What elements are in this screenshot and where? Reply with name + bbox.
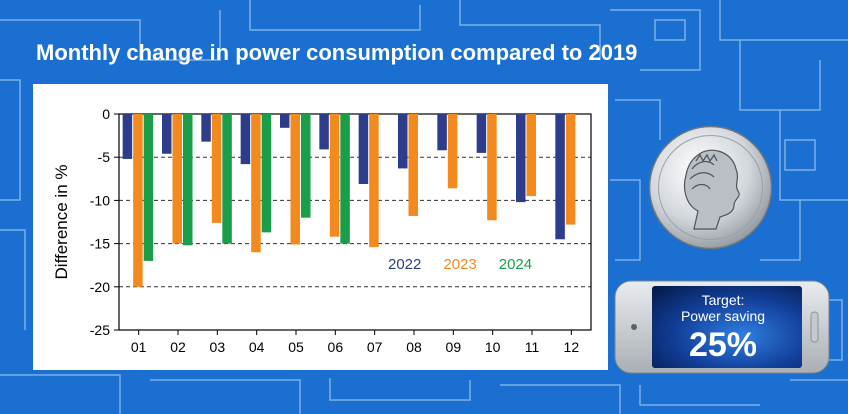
chart-legend: 2022 2023 2024 — [388, 256, 532, 273]
plot-frame — [118, 113, 592, 331]
bar-2022-10 — [476, 114, 487, 153]
target-value: 25% — [688, 326, 758, 364]
bar-2023-11 — [526, 114, 536, 197]
target-description: Power saving — [680, 308, 766, 324]
x-tick-label: 07 — [367, 339, 383, 355]
bar-2022-04 — [240, 114, 251, 165]
x-tick-label: 10 — [485, 339, 501, 355]
x-tick-label: 03 — [210, 339, 226, 355]
bar-2023-02 — [172, 114, 182, 244]
y-tick-label: -20 — [90, 279, 110, 295]
bar-2022-03 — [201, 114, 211, 142]
bar-2022-06 — [319, 114, 329, 150]
bar-2022-05 — [280, 114, 290, 128]
bar-2023-05 — [290, 114, 300, 245]
bar-2023-10 — [487, 114, 497, 221]
y-axis-label: Difference in % — [52, 165, 71, 280]
x-tick-label: 08 — [406, 339, 422, 355]
bar-2024-04 — [261, 114, 272, 233]
bar-2024-06 — [340, 114, 350, 244]
x-tick-label: 06 — [328, 339, 344, 355]
target-label: Target: — [701, 292, 745, 308]
bar-2023-06 — [329, 114, 340, 237]
chart-panel: 0 -5 -10 -15 -20 -25 Difference in % 01 02 03 04 05… — [33, 84, 608, 370]
y-tick-label: -15 — [90, 236, 110, 252]
bar-2023-12 — [565, 114, 576, 225]
y-tick-label: -5 — [98, 149, 111, 165]
bar-2024-01 — [143, 114, 154, 261]
legend-item-2022: 2022 — [388, 256, 422, 273]
bar-2024-05 — [301, 114, 311, 218]
y-tick-label: 0 — [102, 106, 110, 122]
page-title: Monthly change in power consumption comp… — [36, 40, 638, 65]
x-tick-label: 04 — [249, 339, 265, 355]
legend-item-2023: 2023 — [443, 256, 477, 273]
bar-2023-04 — [251, 114, 261, 253]
legend-item-2024: 2024 — [498, 256, 533, 273]
x-tick-label: 02 — [170, 339, 186, 355]
bar-2022-02 — [162, 114, 172, 154]
bar-2023-08 — [408, 114, 418, 216]
bar-2023-01 — [133, 114, 143, 287]
x-tick-label: 09 — [446, 339, 462, 355]
minerva-medal-icon — [648, 125, 773, 250]
bar-2024-03 — [222, 114, 232, 244]
bar-2022-09 — [437, 114, 447, 151]
target-badge: Target: Power saving 25% — [657, 292, 789, 364]
smartphone-icon — [614, 280, 830, 374]
y-tick-label: -25 — [90, 322, 110, 338]
bar-2022-01 — [122, 114, 133, 159]
bar-2024-02 — [183, 114, 193, 246]
x-tick-label: 11 — [525, 339, 540, 355]
x-tick-label: 05 — [288, 339, 304, 355]
bar-2022-08 — [398, 114, 408, 169]
bar-2022-07 — [358, 114, 369, 184]
bar-2023-09 — [447, 114, 458, 189]
bar-2022-12 — [555, 114, 565, 240]
x-tick-label: 01 — [131, 339, 147, 355]
x-tick-label: 12 — [564, 339, 580, 355]
y-tick-label: -10 — [90, 192, 110, 208]
bar-chart: 0 -5 -10 -15 -20 -25 Difference in % 01 02 03 04 05… — [52, 106, 592, 355]
bar-2023-07 — [369, 114, 379, 248]
bar-2023-03 — [211, 114, 222, 223]
bar-2022-11 — [516, 114, 526, 203]
